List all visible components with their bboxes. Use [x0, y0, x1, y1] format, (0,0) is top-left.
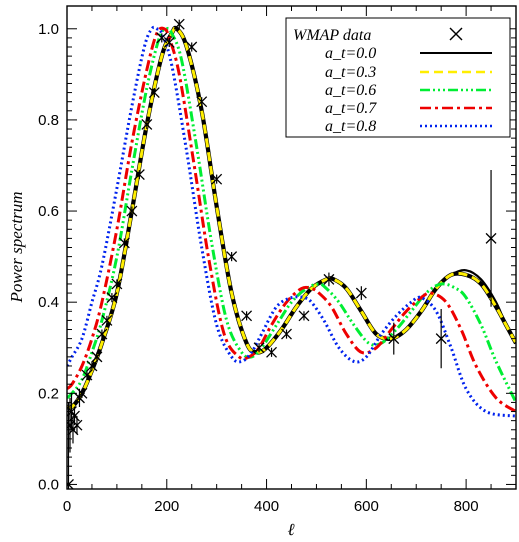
- x-tick-label: 0: [63, 498, 71, 515]
- wmap-data-point: [71, 416, 83, 435]
- legend-label-at07: a_t=0.7: [325, 100, 377, 117]
- point-marker: [106, 292, 118, 304]
- wmap-data-point: [141, 119, 153, 130]
- wmap-data-point: [323, 272, 335, 287]
- wmap-data-point: [126, 205, 138, 217]
- wmap-data-point: [355, 286, 367, 300]
- point-marker: [156, 32, 168, 44]
- point-marker: [388, 333, 400, 345]
- point-marker: [126, 205, 138, 217]
- y-tick-label: 0.8: [38, 112, 59, 129]
- point-marker: [133, 169, 145, 181]
- wmap-data-point: [281, 328, 292, 340]
- y-tick-label: 0.2: [38, 385, 59, 402]
- wmap-data-point: [81, 369, 93, 381]
- y-tick-labels: 0.0 0.2 0.4 0.6 0.8 1.0: [38, 21, 59, 494]
- y-tick-label: 0.6: [38, 203, 59, 220]
- point-marker: [86, 360, 98, 372]
- wmap-data-point: [118, 237, 130, 249]
- wmap-data-point: [211, 173, 223, 185]
- legend-label-at00: a_t=0.0: [325, 45, 376, 62]
- y-axis-label: Power spectrum: [7, 192, 26, 304]
- point-marker: [298, 310, 310, 322]
- point-marker: [148, 87, 160, 99]
- y-tick-label: 1.0: [38, 21, 59, 38]
- point-marker: [186, 41, 198, 53]
- x-tick-label: 600: [354, 498, 379, 515]
- wmap-data-point: [86, 360, 98, 372]
- x-axis-label: ℓ: [287, 520, 294, 539]
- point-marker: [111, 278, 123, 290]
- point-marker: [196, 96, 208, 108]
- wmap-data-point: [435, 309, 447, 369]
- point-marker: [266, 346, 278, 358]
- point-marker: [81, 369, 93, 381]
- legend: WMAP data a_t=0.0 a_t=0.3 a_t=0.6 a_t=0.…: [285, 17, 511, 138]
- point-marker: [226, 251, 238, 263]
- wmap-data-point: [266, 346, 278, 358]
- x-tick-label: 200: [154, 498, 179, 515]
- point-marker: [118, 237, 130, 249]
- wmap-data-point: [173, 18, 185, 30]
- x-tick-labels: 0 200 400 600 800: [63, 498, 479, 515]
- wmap-data-point: [133, 169, 145, 181]
- wmap-data-point: [156, 32, 168, 44]
- point-marker: [96, 328, 108, 340]
- wmap-data-point: [111, 278, 123, 290]
- legend-label-at08: a_t=0.8: [325, 118, 376, 135]
- legend-box: [285, 17, 511, 138]
- legend-label-at06: a_t=0.6: [325, 82, 376, 99]
- wmap-data-point: [91, 351, 103, 363]
- wmap-data-point: [196, 96, 208, 108]
- point-marker: [173, 18, 185, 30]
- wmap-data-point: [186, 41, 198, 53]
- y-tick-label: 0.0: [38, 476, 59, 493]
- axis-ticks: [66, 6, 517, 489]
- x-tick-label: 400: [254, 498, 279, 515]
- point-marker: [355, 287, 367, 299]
- point-marker: [281, 328, 292, 340]
- legend-marker-wmap: [449, 27, 463, 41]
- x-tick-label: 800: [454, 498, 479, 515]
- wmap-data-point: [388, 322, 400, 355]
- wmap-data-point: [148, 87, 160, 99]
- point-marker: [211, 173, 223, 185]
- point-marker: [76, 387, 88, 399]
- series-line-a-t-0-3: [67, 26, 516, 410]
- data-points-layer: [67, 18, 497, 489]
- wmap-data-point: [96, 328, 108, 340]
- wmap-data-point: [106, 292, 118, 304]
- series-line-a-t-0-8: [67, 25, 516, 418]
- point-marker: [253, 342, 265, 354]
- y-tick-label: 0.4: [38, 294, 59, 311]
- point-marker: [69, 410, 80, 422]
- wmap-data-point: [226, 251, 238, 263]
- point-marker: [435, 333, 447, 345]
- point-marker: [101, 314, 113, 326]
- wmap-data-point: [101, 314, 113, 326]
- wmap-data-point: [163, 36, 175, 48]
- wmap-data-point: [485, 170, 497, 307]
- point-marker: [323, 273, 335, 285]
- wmap-data-point: [298, 310, 310, 322]
- wmap-data-point: [76, 387, 88, 399]
- legend-label-at03: a_t=0.3: [325, 64, 376, 81]
- wmap-data-point: [253, 342, 265, 354]
- point-marker: [485, 232, 497, 244]
- legend-label-wmap: WMAP data: [293, 27, 371, 44]
- point-marker: [91, 351, 103, 363]
- point-marker: [163, 36, 175, 48]
- wmap-data-point: [241, 310, 253, 322]
- point-marker: [141, 119, 153, 130]
- point-marker: [241, 310, 253, 322]
- point-marker: [71, 419, 83, 431]
